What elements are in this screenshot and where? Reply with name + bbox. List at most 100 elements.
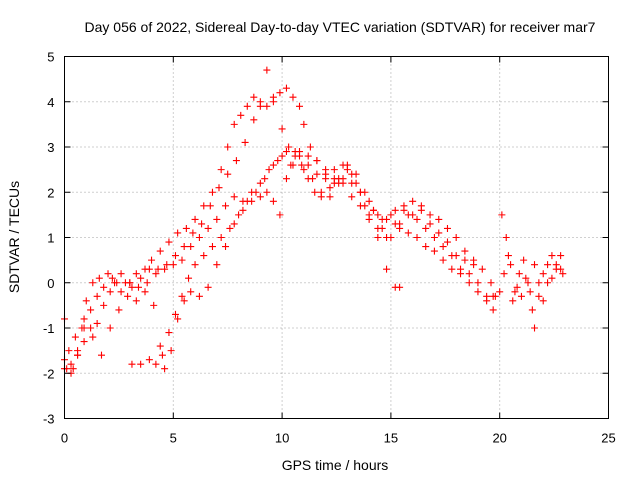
- data-point: [448, 265, 456, 273]
- data-point: [365, 197, 373, 205]
- data-point: [180, 297, 188, 305]
- data-point: [126, 279, 134, 287]
- data-point: [352, 179, 360, 187]
- data-point: [222, 202, 230, 210]
- data-point: [243, 197, 251, 205]
- axis-ticks: 0 5 10 15 20 25 -3 -2 -1 0 1 2 3 4 5: [43, 50, 616, 446]
- data-point: [404, 229, 412, 237]
- data-point: [224, 143, 232, 151]
- chart-title: Day 056 of 2022, Sidereal Day-to-day VTE…: [85, 19, 596, 35]
- data-point: [306, 143, 314, 151]
- data-points: [61, 66, 567, 377]
- data-point: [461, 256, 469, 264]
- data-point: [465, 279, 473, 287]
- data-point: [134, 283, 142, 291]
- data-point: [509, 297, 517, 305]
- data-point: [422, 224, 430, 232]
- data-point: [158, 351, 166, 359]
- data-point: [152, 270, 160, 278]
- data-point: [137, 274, 145, 282]
- data-point: [74, 347, 82, 355]
- data-point: [515, 270, 523, 278]
- data-point: [435, 229, 443, 237]
- x-tick-label: 10: [275, 431, 289, 446]
- grid: [64, 56, 609, 419]
- data-point: [132, 270, 140, 278]
- data-point: [502, 234, 510, 241]
- data-point: [296, 102, 304, 110]
- data-point: [313, 157, 321, 165]
- data-point: [317, 188, 325, 196]
- data-point: [282, 175, 290, 183]
- data-point: [178, 256, 186, 264]
- data-point: [269, 197, 277, 205]
- data-point: [369, 206, 377, 214]
- data-point: [128, 360, 136, 368]
- data-point: [252, 188, 260, 196]
- data-point: [263, 102, 271, 110]
- data-point: [93, 319, 101, 327]
- data-point: [443, 238, 451, 246]
- data-point: [189, 229, 197, 237]
- data-point: [256, 179, 264, 187]
- data-point: [461, 247, 469, 255]
- data-point: [243, 102, 251, 110]
- y-tick-label: 5: [47, 50, 54, 65]
- data-point: [67, 360, 75, 368]
- data-point: [71, 333, 79, 341]
- data-point: [478, 265, 486, 273]
- data-point: [278, 152, 286, 160]
- x-tick-label: 20: [492, 431, 506, 446]
- data-point: [313, 170, 321, 178]
- data-point: [276, 211, 284, 219]
- data-point: [528, 306, 536, 314]
- data-point: [539, 270, 547, 278]
- x-tick-label: 15: [384, 431, 398, 446]
- data-point: [145, 356, 153, 364]
- data-point: [309, 175, 317, 183]
- data-point: [452, 252, 460, 260]
- data-point: [95, 274, 103, 282]
- data-point: [93, 292, 101, 300]
- data-point: [387, 211, 395, 219]
- data-point: [489, 292, 497, 300]
- data-point: [504, 252, 512, 260]
- data-point: [117, 288, 125, 296]
- data-point: [544, 261, 552, 269]
- data-point: [500, 270, 508, 278]
- data-point: [141, 288, 149, 296]
- series-trace-6: [498, 211, 567, 332]
- data-point: [230, 220, 238, 228]
- data-point: [161, 365, 169, 373]
- data-point: [298, 161, 306, 169]
- data-point: [483, 297, 491, 305]
- data-point: [548, 274, 556, 282]
- data-point: [396, 283, 404, 291]
- data-point: [300, 120, 308, 128]
- data-point: [230, 193, 238, 201]
- y-tick-label: 0: [47, 276, 54, 291]
- data-point: [198, 220, 206, 228]
- data-point: [489, 306, 497, 314]
- data-point: [526, 288, 534, 296]
- data-point: [474, 279, 482, 287]
- data-point: [322, 166, 330, 174]
- data-point: [311, 188, 319, 196]
- data-point: [80, 315, 88, 323]
- data-point: [163, 261, 171, 269]
- x-tick-label: 0: [61, 431, 68, 446]
- data-point: [474, 288, 482, 296]
- data-point: [87, 306, 95, 314]
- data-point: [250, 93, 258, 101]
- data-point: [148, 256, 156, 264]
- data-point: [548, 252, 556, 260]
- data-point: [289, 93, 297, 101]
- data-point: [182, 224, 190, 232]
- data-point: [237, 111, 245, 119]
- data-point: [169, 261, 177, 269]
- data-point: [524, 279, 532, 287]
- data-point: [507, 261, 515, 269]
- data-point: [496, 288, 504, 296]
- data-point: [304, 152, 312, 160]
